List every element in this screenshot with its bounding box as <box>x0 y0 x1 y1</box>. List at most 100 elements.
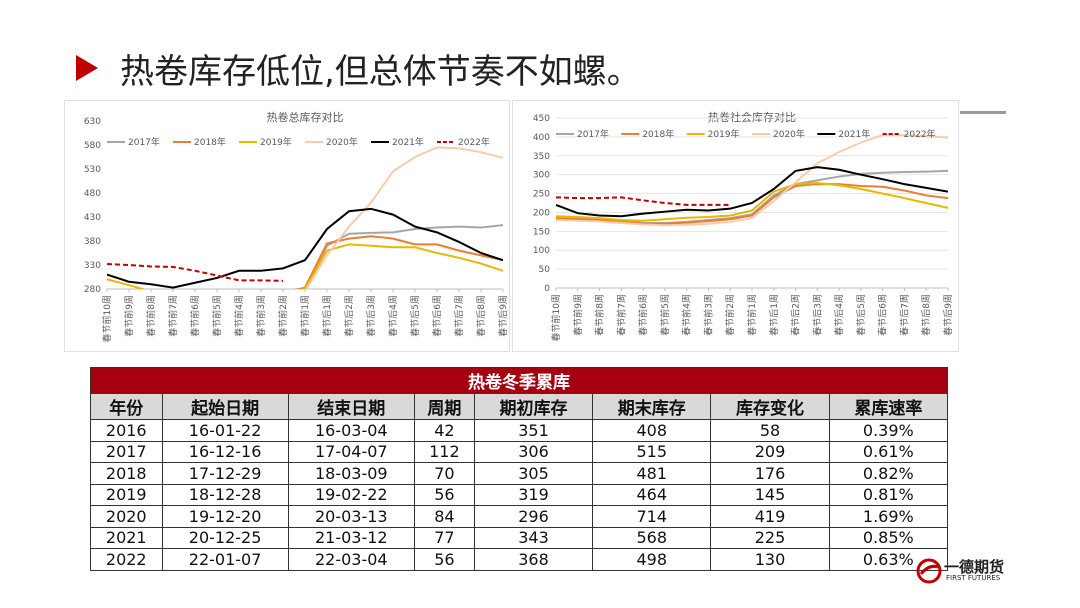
x-tick-label: 春节前6周 <box>189 295 201 337</box>
table-cell: 0.82% <box>828 462 949 485</box>
table-cell: 209 <box>710 440 830 463</box>
table-cell: 2020 <box>90 505 163 528</box>
table-title: 热卷冬季累库 <box>90 367 948 394</box>
x-tick-label: 春节前9周 <box>123 295 135 337</box>
column-header: 起始日期 <box>161 393 289 420</box>
table-cell: 2022 <box>90 548 163 571</box>
table-cell: 18-03-09 <box>287 462 415 485</box>
table-cell: 16-03-04 <box>287 419 415 442</box>
x-tick-label: 春节前3周 <box>702 294 714 336</box>
y-tick-label: 350 <box>533 152 550 162</box>
table-cell: 56 <box>413 548 475 571</box>
y-tick-label: 280 <box>84 285 101 295</box>
x-tick-label: 春节后6周 <box>877 294 889 336</box>
legend-label: 2017年 <box>128 136 160 148</box>
logo-icon <box>916 558 942 584</box>
y-tick-label: 50 <box>539 265 551 275</box>
series-line <box>556 166 948 218</box>
x-tick-label: 春节后9周 <box>942 294 954 336</box>
y-tick-label: 630 <box>84 117 101 127</box>
table-cell: 0.85% <box>828 526 949 549</box>
table-row: 2016 16-01-22 16-03-04 42 351 408 58 0.39% <box>90 419 949 442</box>
x-tick-label: 春节前2周 <box>277 295 289 337</box>
table-cell: 18-12-28 <box>161 483 289 506</box>
table-cell: 515 <box>592 440 712 463</box>
x-tick-label: 春节后6周 <box>431 295 443 337</box>
legend-label: 2019年 <box>708 128 740 140</box>
table-cell: 84 <box>413 505 475 528</box>
x-tick-label: 春节后4周 <box>387 295 399 337</box>
legend-label: 2022年 <box>904 128 936 140</box>
table-cell: 42 <box>413 419 475 442</box>
table-row: 2019 18-12-28 19-02-22 56 319 464 145 0.81% <box>90 483 949 506</box>
x-tick-label: 春节前1周 <box>746 294 758 336</box>
y-tick-label: 0 <box>544 284 550 294</box>
x-tick-label: 春节前4周 <box>681 294 693 336</box>
legend-label: 2021年 <box>392 136 424 148</box>
y-tick-label: 480 <box>84 189 101 199</box>
table-cell: 19-02-22 <box>287 483 415 506</box>
x-tick-label: 春节前1周 <box>299 295 311 337</box>
series-line <box>107 207 503 289</box>
y-tick-label: 400 <box>533 133 550 143</box>
table-cell: 419 <box>710 505 830 528</box>
series-line <box>556 196 731 206</box>
table-cell: 58 <box>710 419 830 442</box>
x-tick-label: 春节前2周 <box>724 294 736 336</box>
table-cell: 2019 <box>90 483 163 506</box>
table-cell: 0.61% <box>828 440 949 463</box>
x-tick-label: 春节后3周 <box>365 295 377 337</box>
x-tick-label: 春节后5周 <box>409 295 421 337</box>
table-cell: 296 <box>473 505 594 528</box>
x-tick-label: 春节后1周 <box>768 294 780 336</box>
table-cell: 305 <box>473 462 594 485</box>
table-cell: 17-04-07 <box>287 440 415 463</box>
x-tick-label: 春节后4周 <box>833 294 845 336</box>
table-cell: 0.39% <box>828 419 949 442</box>
table-cell: 319 <box>473 483 594 506</box>
series-line <box>556 181 948 222</box>
table-row: 2022 22-01-07 22-03-04 56 368 498 130 0.63% <box>90 548 949 571</box>
table-cell: 2018 <box>90 462 163 485</box>
slide-title: 热卷库存低位,但总体节奏不如螺。 <box>120 52 641 92</box>
logo-english: FIRST FUTURES <box>946 574 1001 582</box>
table-cell: 16-01-22 <box>161 419 289 442</box>
table-row: 2020 19-12-20 20-03-13 84 296 714 419 1.69% <box>90 505 949 528</box>
table-cell: 19-12-20 <box>161 505 289 528</box>
x-tick-label: 春节后3周 <box>811 294 823 336</box>
chart: 热卷社会库存对比 0 50 100 150 200 250 300 350 400 450 春节前10… <box>512 100 959 352</box>
x-tick-label: 春节前8周 <box>145 295 157 337</box>
table-cell: 1.69% <box>828 505 949 528</box>
column-header: 期初库存 <box>473 393 594 420</box>
x-tick-label: 春节后1周 <box>321 295 333 337</box>
table-cell: 568 <box>592 526 712 549</box>
x-tick-label: 春节前4周 <box>233 295 245 337</box>
table-cell: 714 <box>592 505 712 528</box>
x-tick-label: 春节后9周 <box>497 295 509 337</box>
table-cell: 21-03-12 <box>287 526 415 549</box>
series-line <box>556 183 948 225</box>
y-tick-label: 430 <box>84 213 101 223</box>
table-cell: 112 <box>413 440 475 463</box>
y-tick-label: 450 <box>533 114 550 124</box>
table-cell: 77 <box>413 526 475 549</box>
y-tick-label: 100 <box>533 246 550 256</box>
table-title-row: 热卷冬季累库 <box>90 367 948 394</box>
x-tick-label: 春节前6周 <box>637 294 649 336</box>
x-tick-label: 春节前9周 <box>572 294 584 336</box>
legend-label: 2018年 <box>642 128 674 140</box>
column-header: 周期 <box>413 393 475 420</box>
table-cell: 20-12-25 <box>161 526 289 549</box>
column-header: 结束日期 <box>287 393 415 420</box>
column-header: 累库速率 <box>828 393 949 420</box>
legend-label: 2020年 <box>326 136 358 148</box>
column-header: 年份 <box>90 393 163 420</box>
y-tick-label: 330 <box>84 261 101 271</box>
x-tick-label: 春节前10周 <box>550 294 562 341</box>
x-tick-label: 春节前8周 <box>594 294 606 336</box>
x-tick-label: 春节后7周 <box>898 294 910 336</box>
table-cell: 498 <box>592 548 712 571</box>
chart-title: 热卷总库存对比 <box>267 110 344 124</box>
